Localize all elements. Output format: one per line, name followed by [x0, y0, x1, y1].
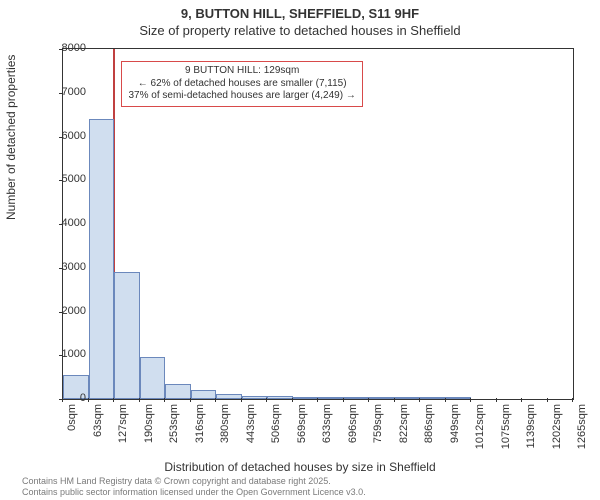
x-tick-label: 1202sqm [551, 404, 563, 449]
histogram-bar [114, 272, 140, 399]
annotation-line1: 9 BUTTON HILL: 129sqm [128, 65, 355, 78]
histogram-bar [216, 394, 242, 399]
x-tick-mark [343, 398, 344, 402]
y-tick-label: 2000 [46, 305, 86, 317]
y-tick-label: 1000 [46, 348, 86, 360]
x-tick-label: 443sqm [245, 404, 257, 443]
footer-line1: Contains HM Land Registry data © Crown c… [22, 476, 366, 487]
x-tick-mark [215, 398, 216, 402]
y-tick-label: 5000 [46, 173, 86, 185]
x-tick-label: 1265sqm [576, 404, 588, 449]
histogram-bar [165, 384, 191, 399]
x-tick-label: 1012sqm [474, 404, 486, 449]
x-tick-label: 569sqm [296, 404, 308, 443]
x-tick-label: 1075sqm [500, 404, 512, 449]
x-tick-mark [394, 398, 395, 402]
x-tick-label: 63sqm [92, 404, 104, 437]
x-tick-label: 253sqm [168, 404, 180, 443]
x-tick-mark [139, 398, 140, 402]
x-tick-label: 822sqm [398, 404, 410, 443]
histogram-bar [293, 397, 319, 399]
x-tick-mark [470, 398, 471, 402]
x-tick-label: 0sqm [66, 404, 78, 431]
x-tick-mark [88, 398, 89, 402]
x-tick-mark [266, 398, 267, 402]
histogram-bar [446, 397, 472, 399]
x-tick-mark [368, 398, 369, 402]
x-tick-label: 190sqm [143, 404, 155, 443]
histogram-bar [89, 119, 115, 399]
x-tick-mark [445, 398, 446, 402]
x-tick-label: 949sqm [449, 404, 461, 443]
plot-area: 9 BUTTON HILL: 129sqm ← 62% of detached … [62, 48, 574, 400]
chart-title-sub: Size of property relative to detached ho… [0, 21, 600, 38]
y-tick-label: 7000 [46, 86, 86, 98]
histogram-bar [395, 397, 421, 399]
x-tick-mark [572, 398, 573, 402]
x-tick-mark [292, 398, 293, 402]
x-tick-label: 316sqm [194, 404, 206, 443]
y-tick-label: 4000 [46, 217, 86, 229]
x-tick-mark [317, 398, 318, 402]
x-tick-label: 1139sqm [525, 404, 537, 448]
histogram-bar [140, 357, 166, 399]
y-axis-label: Number of detached properties [4, 55, 18, 220]
histogram-bar [420, 397, 446, 399]
x-tick-mark [164, 398, 165, 402]
x-tick-mark [113, 398, 114, 402]
x-tick-mark [496, 398, 497, 402]
x-tick-mark [419, 398, 420, 402]
x-tick-label: 633sqm [321, 404, 333, 443]
histogram-bar [369, 397, 395, 399]
y-tick-label: 8000 [46, 42, 86, 54]
x-tick-mark [521, 398, 522, 402]
x-tick-label: 127sqm [117, 404, 129, 443]
chart-container: 9, BUTTON HILL, SHEFFIELD, S11 9HF Size … [0, 0, 600, 500]
x-tick-label: 506sqm [270, 404, 282, 443]
y-tick-label: 6000 [46, 130, 86, 142]
annotation-line2: ← 62% of detached houses are smaller (7,… [128, 78, 355, 91]
y-tick-label: 3000 [46, 261, 86, 273]
footer-line2: Contains public sector information licen… [22, 487, 366, 498]
histogram-bar [242, 396, 268, 400]
y-tick-label: 0 [46, 392, 86, 404]
x-tick-label: 696sqm [347, 404, 359, 443]
annotation-line3: 37% of semi-detached houses are larger (… [128, 90, 355, 103]
histogram-bar [191, 390, 217, 399]
x-tick-mark [241, 398, 242, 402]
x-tick-label: 759sqm [372, 404, 384, 443]
footer-attribution: Contains HM Land Registry data © Crown c… [22, 476, 366, 498]
annotation-box: 9 BUTTON HILL: 129sqm ← 62% of detached … [121, 61, 362, 107]
histogram-bar [267, 396, 293, 399]
x-tick-label: 380sqm [219, 404, 231, 443]
histogram-bar [318, 397, 344, 399]
x-tick-mark [547, 398, 548, 402]
x-tick-label: 886sqm [423, 404, 435, 443]
x-tick-mark [190, 398, 191, 402]
histogram-bar [344, 397, 370, 399]
chart-title-main: 9, BUTTON HILL, SHEFFIELD, S11 9HF [0, 0, 600, 21]
x-axis-label: Distribution of detached houses by size … [164, 460, 435, 474]
x-tick-mark [62, 398, 63, 402]
